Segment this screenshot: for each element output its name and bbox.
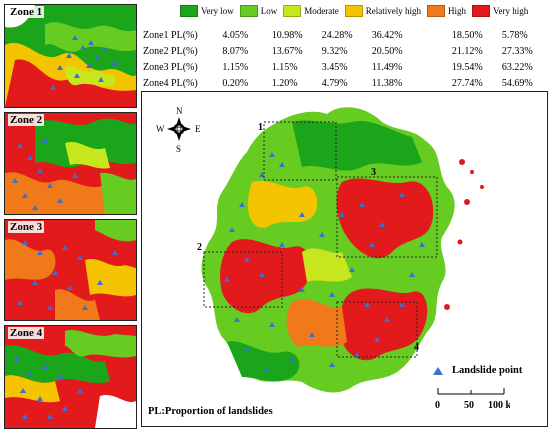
scale-tick-50: 50 xyxy=(464,400,474,411)
legend-swatch xyxy=(344,5,363,17)
region-very-low xyxy=(292,120,422,171)
zone-4-panel: Zone 4 xyxy=(4,325,137,429)
compass-w: W xyxy=(156,124,165,134)
zone-number-4: 4 xyxy=(414,342,419,353)
legend-label: Moderate xyxy=(304,6,339,16)
legend-label: Very high xyxy=(492,6,529,16)
zone-box-3 xyxy=(336,176,438,258)
region-very-high xyxy=(341,288,428,361)
zone-3-map xyxy=(5,220,136,320)
zone-box-4 xyxy=(336,301,418,358)
row-header: Zone1 PL(%) xyxy=(143,29,198,41)
legend-item-relatively-high: Relatively high xyxy=(344,5,421,17)
legend-swatch xyxy=(426,5,445,17)
table-row: Zone2 PL(%) 8.07% 13.67% 9.32% 20.50% 21… xyxy=(141,43,550,59)
pl-caption: PL:Proportion of landslides xyxy=(148,406,273,417)
scale-tick-0: 0 xyxy=(435,400,440,411)
compass-icon xyxy=(167,117,191,141)
zone-number-3: 3 xyxy=(371,167,376,178)
zone-box-2 xyxy=(203,251,283,308)
landslide-triangle-icon xyxy=(433,366,443,375)
table-cell: 11.49% xyxy=(371,61,403,73)
table-cell: 63.22% xyxy=(501,61,533,73)
table-cell: 3.45% xyxy=(321,61,348,73)
zone-number-1: 1 xyxy=(258,122,263,133)
pl-table: Zone1 PL(%) 4.05% 10.98% 24.28% 36.42% 1… xyxy=(141,27,550,91)
legend-label: Relatively high xyxy=(365,6,421,16)
table-cell: 11.38% xyxy=(371,77,403,89)
zone-2-label: Zone 2 xyxy=(8,114,45,126)
islands xyxy=(444,159,484,310)
compass-s: S xyxy=(176,144,181,154)
legend-item-high: High xyxy=(426,5,466,17)
legend-item-low: Low xyxy=(239,5,278,17)
zone-4-map xyxy=(5,326,136,428)
zone-3-panel: Zone 3 xyxy=(4,219,137,321)
table-cell: 19.54% xyxy=(451,61,483,73)
zone-2-map xyxy=(5,113,136,214)
landslide-points xyxy=(224,152,425,372)
zone-number-2: 2 xyxy=(197,242,202,253)
legend-item-moderate: Moderate xyxy=(283,5,339,17)
row-header: Zone3 PL(%) xyxy=(143,61,198,73)
table-cell: 0.20% xyxy=(222,77,249,89)
region-high xyxy=(286,299,347,347)
zone-1-label: Zone 1 xyxy=(8,6,45,18)
legend-swatch xyxy=(180,5,198,17)
legend-label: High xyxy=(447,6,466,16)
table-cell: 8.07% xyxy=(222,45,249,57)
compass-n: N xyxy=(176,106,183,116)
table-cell: 9.32% xyxy=(321,45,348,57)
table-cell: 24.28% xyxy=(321,29,353,41)
table-cell: 27.33% xyxy=(501,45,533,57)
table-cell: 54.69% xyxy=(501,77,533,89)
compass-e: E xyxy=(195,124,201,134)
legend-item-very-low: Very low xyxy=(180,5,234,17)
legend-swatch xyxy=(471,5,490,17)
table-cell: 21.12% xyxy=(451,45,483,57)
table-cell: 36.42% xyxy=(371,29,403,41)
susceptibility-legend: Very low Low Moderate Relatively high Hi… xyxy=(180,5,534,17)
table-cell: 27.74% xyxy=(451,77,483,89)
table-cell: 20.50% xyxy=(371,45,403,57)
table-cell: 13.67% xyxy=(271,45,303,57)
legend-label: Very low xyxy=(201,6,234,16)
zone-2-panel: Zone 2 xyxy=(4,112,137,215)
row-header: Zone4 PL(%) xyxy=(143,77,198,89)
legend-swatch xyxy=(239,5,258,17)
zone-3-label: Zone 3 xyxy=(8,221,45,233)
table-cell: 10.98% xyxy=(271,29,303,41)
table-cell: 18.50% xyxy=(451,29,483,41)
zone-1-map xyxy=(5,5,136,107)
main-map-panel: 1 2 3 4 N S W E Landslide point 0 50 100… xyxy=(141,91,548,427)
region-very-high xyxy=(336,178,434,259)
zone-1-panel: Zone 1 xyxy=(4,4,137,108)
scale-tick-100: 100 km xyxy=(488,400,510,411)
table-cell: 1.20% xyxy=(271,77,298,89)
landslide-legend: Landslide point xyxy=(432,365,522,376)
legend-swatch xyxy=(283,5,302,17)
table-cell: 5.78% xyxy=(501,29,528,41)
table-cell: 1.15% xyxy=(271,61,298,73)
legend-item-very-high: Very high xyxy=(471,5,529,17)
scale-bar: 0 50 100 km xyxy=(435,388,510,411)
region-very-high xyxy=(220,239,312,314)
row-header: Zone2 PL(%) xyxy=(143,45,198,57)
table-row: Zone4 PL(%) 0.20% 1.20% 4.79% 11.38% 27.… xyxy=(141,75,550,91)
table-row: Zone1 PL(%) 4.05% 10.98% 24.28% 36.42% 1… xyxy=(141,27,550,43)
zone-box-1 xyxy=(263,121,337,181)
table-row: Zone3 PL(%) 1.15% 1.15% 3.45% 11.49% 19.… xyxy=(141,59,550,75)
zone-4-label: Zone 4 xyxy=(8,327,45,339)
landslide-legend-label: Landslide point xyxy=(452,365,523,376)
table-cell: 4.05% xyxy=(222,29,249,41)
table-cell: 1.15% xyxy=(222,61,249,73)
legend-label: Low xyxy=(260,6,278,16)
table-cell: 4.79% xyxy=(321,77,348,89)
susceptibility-map: 1 2 3 4 N S W E xyxy=(156,106,484,393)
